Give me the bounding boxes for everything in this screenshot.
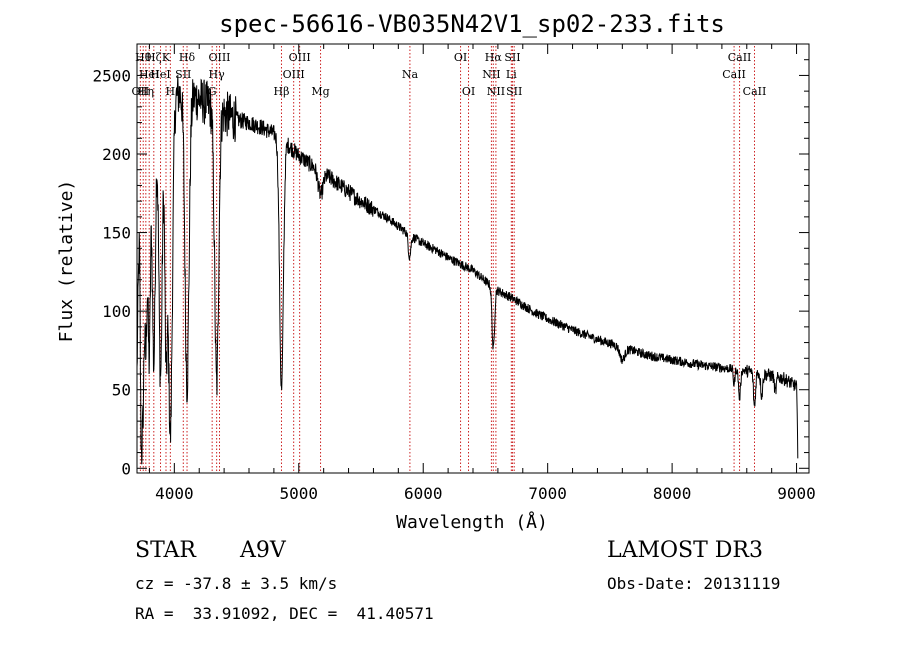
line-label: Hγ [209, 68, 226, 81]
line-label: SII [506, 85, 522, 98]
line-label: SII [504, 51, 520, 64]
line-label: OI [454, 51, 467, 64]
object-class: STAR [135, 538, 196, 563]
line-label: Hζ [146, 51, 162, 64]
line-label: OI [462, 85, 475, 98]
y-tick-label: 0 [121, 459, 131, 478]
line-label: OIII [283, 68, 305, 81]
spectrum-line [136, 74, 799, 465]
x-tick-label: 5000 [280, 484, 319, 503]
line-label: NII [482, 68, 500, 81]
x-axis-label: Wavelength (Å) [396, 511, 548, 533]
x-axis-ticks: 4000 5000 6000 7000 8000 9000 [148, 44, 816, 503]
line-label: Na [402, 68, 419, 81]
spectral-line-markers [139, 46, 755, 473]
line-label: HeI [139, 68, 159, 81]
chart-title: spec-56616-VB035N42V1_sp02-233.fits [219, 10, 725, 38]
line-label: G [208, 85, 217, 98]
line-label: NII [487, 85, 505, 98]
redshift-velocity: cz = -37.8 ± 3.5 km/s [135, 574, 338, 593]
y-tick-label: 2500 [92, 66, 131, 85]
line-label: Li [506, 68, 517, 81]
y-axis-ticks: 0 50 100 150 200 2500 [92, 59, 809, 478]
line-label: CaII [743, 85, 767, 98]
line-label: OIII [289, 51, 311, 64]
y-axis-label: Flux (relative) [56, 180, 77, 343]
line-label: CaII [728, 51, 752, 64]
coordinates: RA = 33.91092, DEC = 41.40571 [135, 604, 434, 623]
x-tick-label: 6000 [404, 484, 443, 503]
line-label: H [166, 85, 176, 98]
x-tick-label: 4000 [155, 484, 194, 503]
line-label: OIII [208, 51, 230, 64]
line-label: K [162, 51, 171, 64]
observation-date: Obs-Date: 20131119 [607, 574, 781, 593]
y-tick-label: 50 [112, 381, 131, 400]
line-label: Hθ [135, 51, 152, 64]
object-subclass: A9V [240, 538, 286, 563]
line-label: HeI [150, 68, 170, 81]
spectral-line-labels: OIIHθHηHeIHζHeIKHSIIHδGHγOIIIHβOIIIOIIIM… [132, 51, 767, 98]
y-tick-label: 150 [102, 224, 131, 243]
line-label: Mg [311, 85, 329, 98]
y-tick-label: 100 [102, 302, 131, 321]
line-label: CaII [722, 68, 746, 81]
line-label: Hδ [179, 51, 196, 64]
plot-frame [136, 43, 810, 474]
line-label: SII [175, 68, 191, 81]
x-tick-label: 9000 [777, 484, 816, 503]
x-tick-label: 8000 [653, 484, 692, 503]
line-label: Hβ [274, 85, 290, 98]
y-tick-label: 200 [102, 145, 131, 164]
survey-name: LAMOST DR3 [607, 538, 763, 563]
line-label: Hα [485, 51, 503, 64]
line-label: Hη [138, 85, 154, 98]
x-tick-label: 7000 [528, 484, 567, 503]
